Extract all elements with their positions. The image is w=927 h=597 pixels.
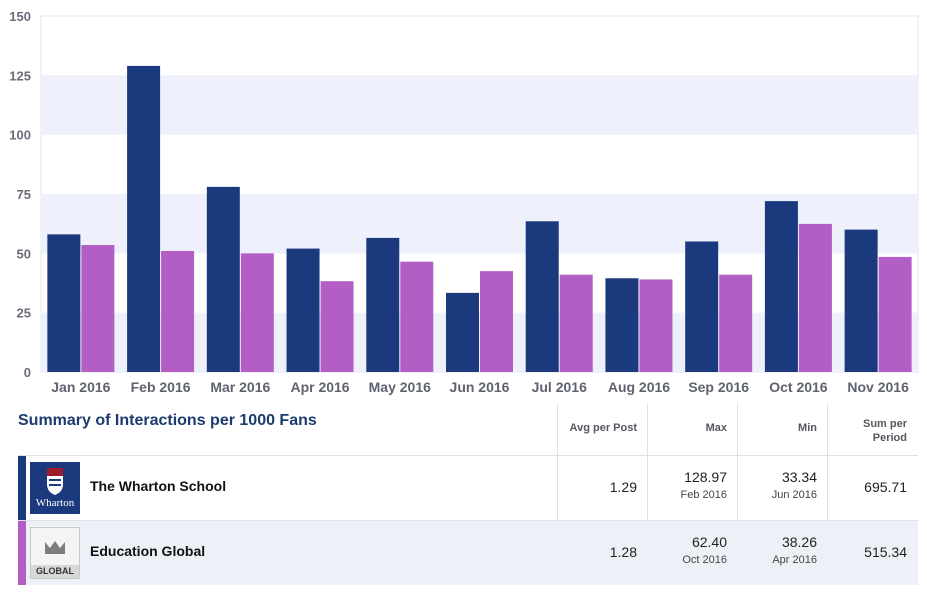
table-row-wharton[interactable]: Wharton The Wharton School 1.29 128.97 F…: [18, 456, 918, 520]
bar-education-global-jan-2016[interactable]: [81, 245, 115, 372]
x-tick-label: Apr 2016: [290, 379, 349, 395]
bar-education-global-feb-2016[interactable]: [161, 250, 195, 372]
y-tick-label: 100: [9, 128, 31, 143]
x-tick-label: Aug 2016: [608, 379, 670, 395]
max-date: Feb 2016: [680, 489, 727, 501]
min-value: 38.26 Apr 2016: [737, 534, 817, 566]
y-tick-label: 75: [17, 187, 31, 202]
bar-wharton-feb-2016[interactable]: [127, 65, 161, 373]
avg-value: 1.29: [609, 479, 637, 495]
y-tick-label: 125: [9, 68, 31, 83]
x-tick-label: Jan 2016: [51, 379, 110, 395]
avg-value: 1.28: [609, 544, 637, 560]
x-tick-label: Mar 2016: [210, 379, 270, 395]
header-avg-per-post: Avg per Post: [569, 422, 637, 434]
max-value: 128.97 Feb 2016: [647, 469, 727, 501]
max-number: 62.40: [691, 534, 727, 550]
wharton-logo-text: Wharton: [35, 497, 75, 509]
min-number: 38.26: [781, 534, 817, 550]
max-number: 128.97: [684, 469, 727, 485]
series-color-bar: [18, 456, 26, 520]
header-sum-line2: Period: [872, 432, 907, 444]
x-tick-label: Nov 2016: [847, 379, 909, 395]
bar-education-global-jul-2016[interactable]: [559, 274, 593, 372]
grid-band: [41, 75, 918, 135]
bar-wharton-mar-2016[interactable]: [206, 186, 240, 372]
bar-wharton-jun-2016[interactable]: [446, 292, 479, 372]
y-tick-label: 0: [24, 365, 31, 380]
min-date: Apr 2016: [772, 554, 817, 566]
min-number: 33.34: [781, 469, 817, 485]
bar-wharton-aug-2016[interactable]: [605, 278, 639, 372]
shield-icon: [47, 468, 63, 495]
x-tick-label: Feb 2016: [131, 379, 191, 395]
wharton-logo: Wharton: [30, 462, 80, 514]
row-name: Education Global: [90, 543, 206, 559]
x-tick-label: Oct 2016: [769, 379, 828, 395]
table-row-education-global[interactable]: GLOBAL Education Global 1.28 62.40 Oct 2…: [18, 521, 918, 585]
bar-wharton-nov-2016[interactable]: [844, 229, 878, 372]
summary-table: Summary of Interactions per 1000 Fans Av…: [0, 403, 927, 593]
bar-education-global-sep-2016[interactable]: [719, 274, 753, 372]
education-global-logo-text: GLOBAL: [31, 565, 79, 578]
sum-value: 515.34: [864, 544, 907, 560]
max-value: 62.40 Oct 2016: [647, 534, 727, 566]
row-name: The Wharton School: [90, 478, 227, 494]
y-tick-label: 50: [17, 246, 31, 261]
bar-education-global-aug-2016[interactable]: [639, 279, 673, 372]
y-tick-label: 25: [17, 306, 31, 321]
bar-chart: 0 25 50 75 100 125 150 Jan 2016 Feb 2016 Mar 201…: [9, 9, 919, 395]
min-value: 33.34 Jun 2016: [737, 469, 817, 501]
summary-title: Summary of Interactions per 1000 Fans: [18, 412, 317, 429]
bar-wharton-jan-2016[interactable]: [47, 234, 81, 372]
header-max: Max: [705, 422, 727, 434]
series-color-bar: [18, 521, 26, 585]
x-tick-label: May 2016: [369, 379, 431, 395]
bar-education-global-apr-2016[interactable]: [320, 281, 354, 372]
x-tick-label: Jun 2016: [450, 379, 510, 395]
header-sum-line1: Sum per: [862, 418, 907, 430]
x-tick-label: Jul 2016: [532, 379, 587, 395]
min-date: Jun 2016: [771, 489, 817, 501]
bar-education-global-jun-2016[interactable]: [480, 271, 513, 372]
bar-wharton-oct-2016[interactable]: [764, 201, 798, 372]
bar-education-global-nov-2016[interactable]: [878, 256, 912, 372]
bar-education-global-mar-2016[interactable]: [240, 253, 274, 372]
crown-icon: [45, 541, 65, 554]
header-min: Min: [798, 422, 817, 434]
bar-education-global-oct-2016[interactable]: [798, 223, 832, 372]
bar-wharton-jul-2016[interactable]: [525, 221, 559, 372]
max-date: Oct 2016: [682, 554, 727, 566]
header-sum-per-period: Sum per Period: [827, 417, 907, 445]
bar-wharton-may-2016[interactable]: [366, 237, 400, 372]
sum-value: 695.71: [864, 479, 907, 495]
education-global-logo: GLOBAL: [30, 527, 80, 579]
y-tick-label: 150: [9, 9, 31, 24]
bar-wharton-apr-2016[interactable]: [286, 248, 320, 372]
bar-education-global-may-2016[interactable]: [400, 261, 434, 372]
x-tick-label: Sep 2016: [688, 379, 749, 395]
bar-wharton-sep-2016[interactable]: [685, 241, 719, 372]
